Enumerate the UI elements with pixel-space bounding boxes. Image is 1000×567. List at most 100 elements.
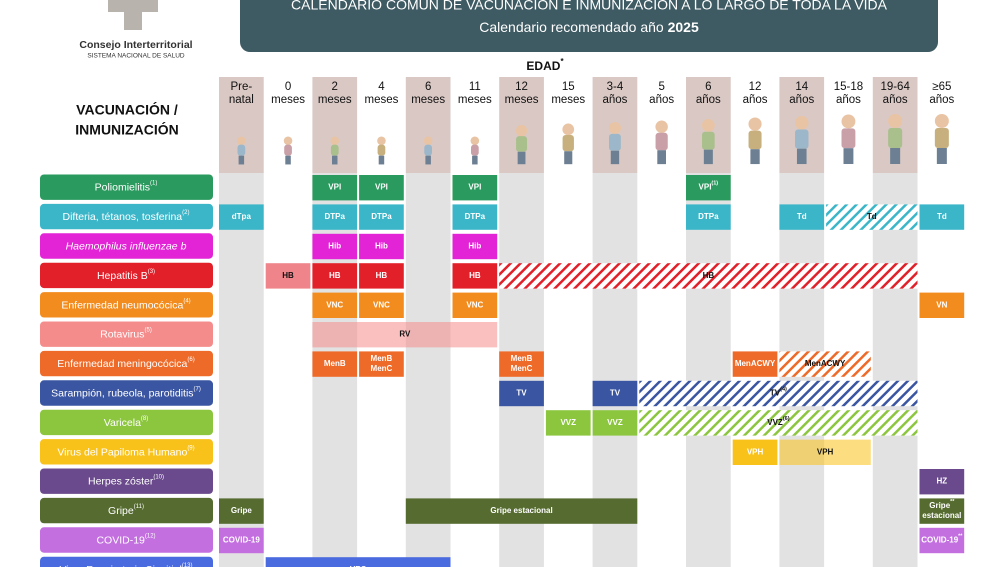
figure-head: [470, 136, 480, 146]
column-label: 5: [658, 81, 664, 93]
figure-body: [609, 133, 621, 151]
cell-label: VPH: [747, 447, 764, 456]
column-label: 4: [378, 81, 385, 93]
vaccine-cell: [919, 292, 965, 318]
vaccine-cell: [779, 439, 871, 465]
figure-body: [934, 128, 949, 148]
row-label-box: [40, 203, 213, 230]
age-figure: [423, 136, 433, 165]
vaccine-cell: [732, 439, 778, 465]
row-label-box: [40, 409, 213, 436]
row-note: (6): [187, 357, 194, 363]
cell-label: VPI(1): [699, 181, 719, 192]
cell-text: HB: [469, 271, 481, 280]
row-note: (2): [182, 210, 189, 216]
cell-label: estacional: [922, 511, 961, 520]
column-label: 15: [562, 81, 575, 93]
column-label: 6: [705, 81, 711, 93]
cell-label: DTPa: [465, 212, 486, 221]
row-note: (4): [183, 298, 190, 304]
vaccine-cell: [919, 469, 965, 495]
age-figure: [515, 124, 528, 165]
cell-note: (1): [711, 181, 718, 187]
column-label: meses: [551, 94, 585, 106]
column-label: años: [789, 94, 814, 106]
cell-text: RV: [399, 330, 411, 339]
column-stripe: [686, 173, 731, 567]
cell-label: VRS: [350, 565, 367, 567]
figure-legs: [285, 155, 291, 165]
age-figure: [562, 123, 575, 165]
row-name: COVID-19: [96, 534, 145, 546]
cell-label: VNC: [466, 300, 483, 309]
row-note: (5): [145, 327, 152, 333]
column-label: años: [649, 94, 674, 106]
column-label: 2: [332, 81, 338, 93]
cell-label: COVID-19**: [921, 534, 963, 545]
column-label: 3-4: [607, 81, 624, 93]
figure-legs: [936, 148, 947, 164]
cell-label: dTpa: [232, 212, 252, 221]
vaccine-cell: [359, 351, 404, 377]
vaccine-cell: [452, 263, 498, 289]
cell-label: MenB: [371, 354, 393, 363]
left-heading: INMUNIZACIÓN: [75, 121, 178, 138]
subtitle-text: Calendario recomendado año: [479, 19, 664, 35]
figure-legs: [517, 151, 526, 165]
left-heading: VACUNACIÓN /: [76, 101, 178, 118]
vaccine-cell: [592, 410, 638, 436]
figure-body: [377, 144, 386, 156]
cell-text: MenACWY: [735, 359, 776, 368]
vaccine-cell: [312, 204, 358, 230]
cell-text: Td: [797, 212, 807, 221]
vaccine-cell: [686, 204, 731, 230]
row-name: Enfermedad neumocócica: [61, 299, 183, 311]
cell-text: HB: [376, 271, 388, 280]
row-note: (3): [148, 268, 155, 274]
cell-label: HB: [329, 271, 341, 280]
figure-body: [841, 128, 856, 149]
column-label: 6: [425, 81, 431, 93]
column-label: meses: [318, 94, 352, 106]
vaccine-cell: [499, 380, 544, 407]
figure-legs: [796, 148, 807, 165]
cell-label: TV(4): [770, 387, 787, 398]
cell-text: VPH: [747, 447, 764, 456]
figure-legs: [472, 155, 478, 165]
row-label: Gripe(11): [108, 504, 144, 517]
cell-label: Hib: [375, 242, 388, 251]
row-label-box: [40, 497, 213, 524]
vaccine-cell: [359, 263, 404, 289]
cell-label: HZ: [937, 477, 948, 486]
row-label-box: [40, 439, 213, 465]
cell-text: MenB: [511, 354, 533, 363]
column-label: años: [743, 94, 768, 106]
figure-body: [516, 136, 528, 152]
cell-label: VNC: [326, 300, 343, 309]
figure-head: [562, 123, 575, 136]
cell-label: VN: [936, 300, 947, 309]
cell-label: VVZ(6): [767, 416, 789, 427]
column-label: años: [602, 94, 627, 106]
vaccine-cell: [639, 410, 918, 436]
cell-label: VPI: [468, 183, 481, 192]
cell-label: VPI: [375, 183, 388, 192]
figure-head: [934, 114, 949, 128]
vaccine-cell: [779, 351, 871, 377]
cell-text: VPI: [375, 183, 388, 192]
cell-label: Gripe: [231, 506, 252, 515]
vaccine-cell: [499, 351, 544, 377]
cell-label: Gripe estacional: [490, 506, 552, 515]
age-text: EDAD: [526, 59, 560, 73]
figure-legs: [750, 149, 760, 165]
row-note: (10): [153, 474, 164, 480]
row-label: Hepatitis B(3): [97, 268, 155, 281]
column-label: años: [883, 94, 908, 106]
column-label: años: [696, 94, 721, 106]
figure-head: [655, 120, 668, 133]
cell-text: MenB: [371, 354, 393, 363]
cell-label: HB: [469, 271, 481, 280]
vaccine-cell: [312, 175, 358, 201]
row-name: Rotavirus: [100, 328, 144, 340]
